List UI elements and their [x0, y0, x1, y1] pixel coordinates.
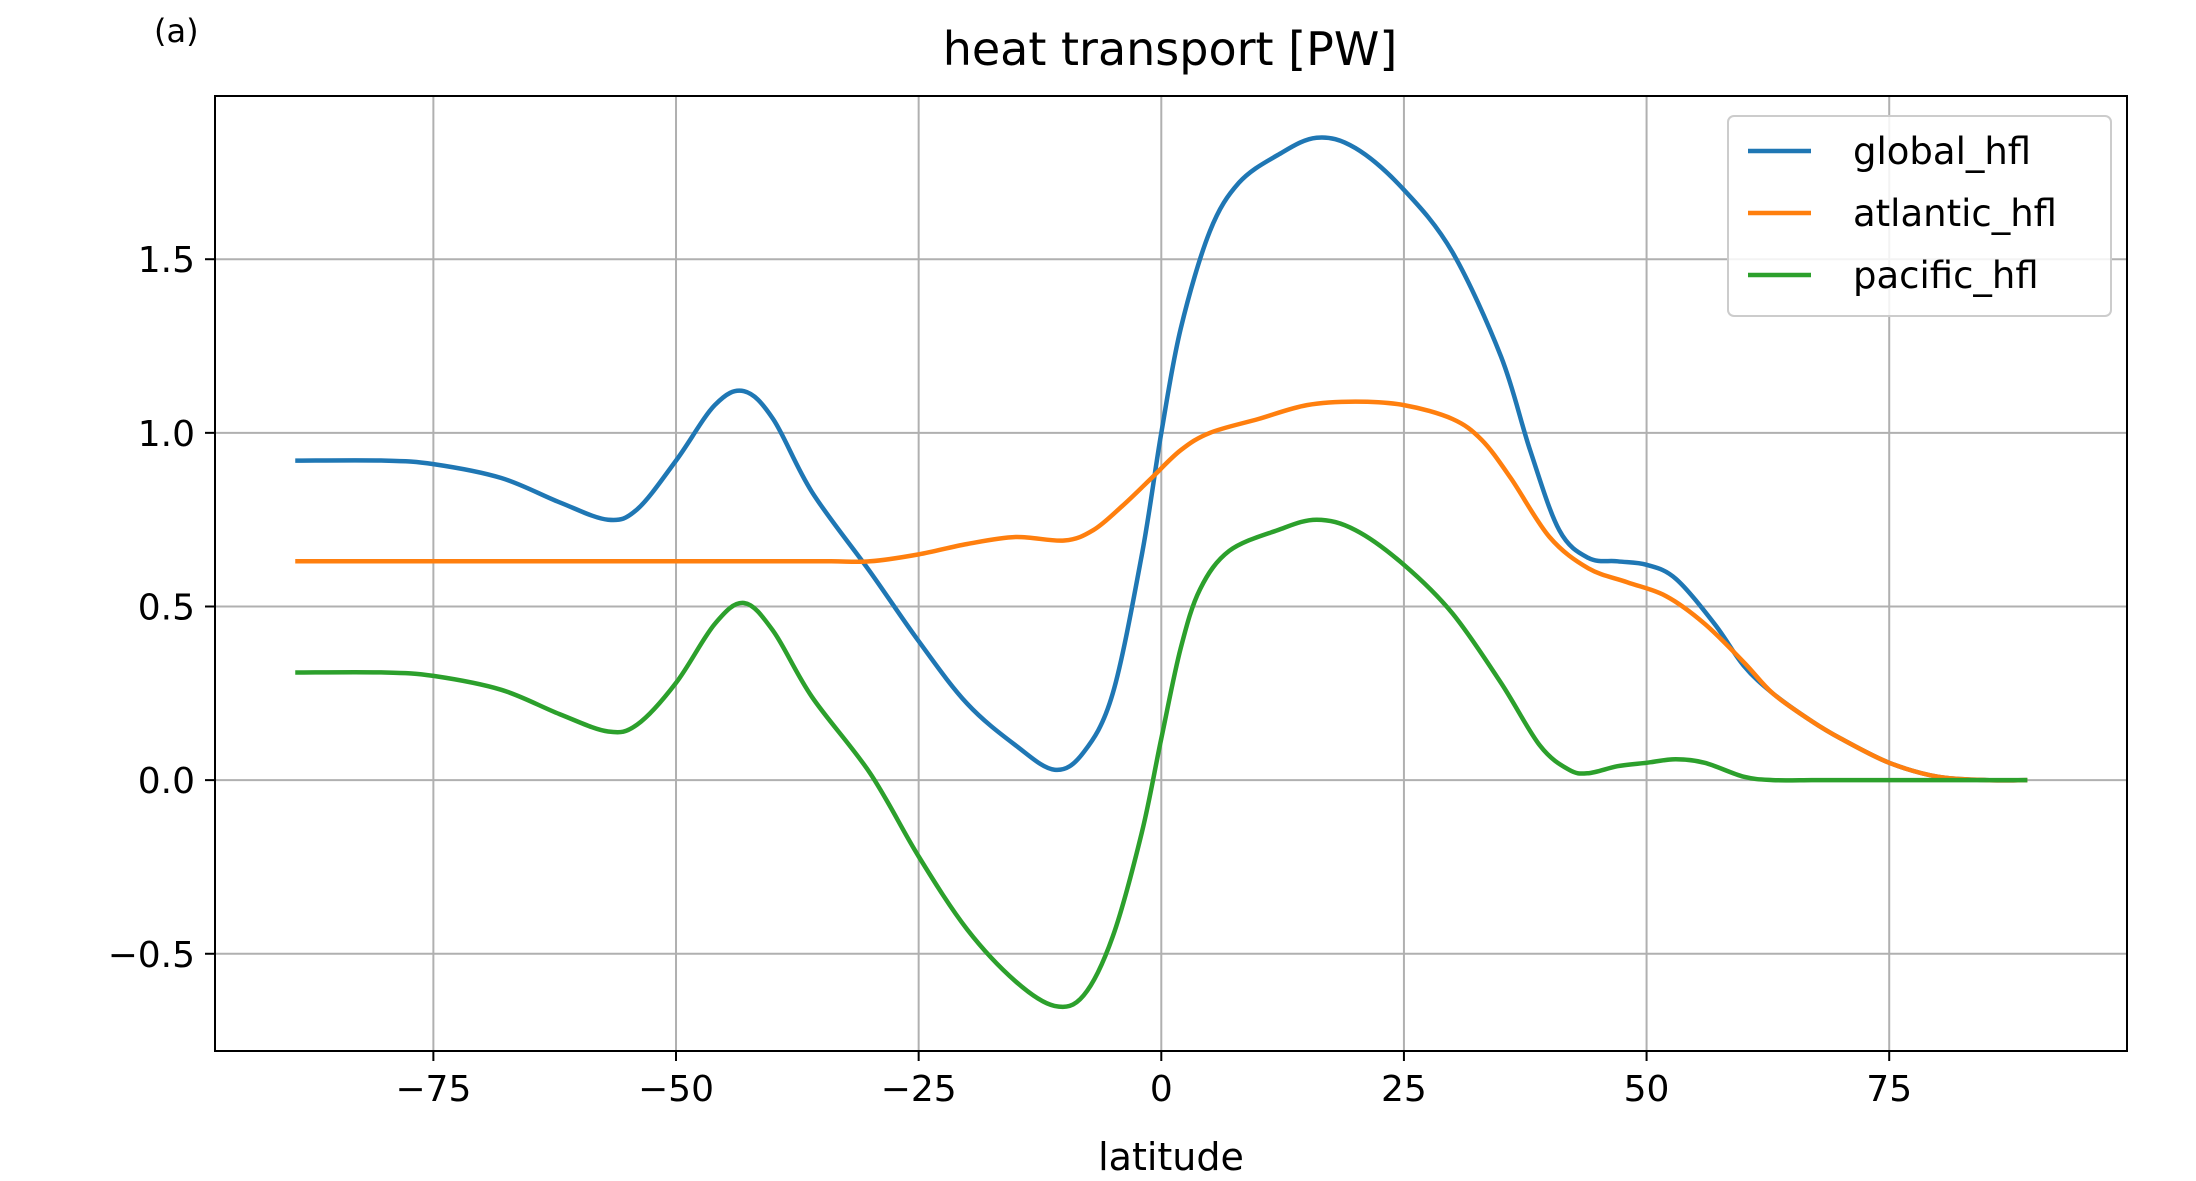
y-tick-label: 0.5 — [138, 587, 195, 628]
plot-frame — [214, 95, 2128, 1052]
axis-ticks: −75 −50 −25 0 25 50 75 −0.5 0.0 0.5 1.0 1.5 — [108, 240, 1913, 1110]
y-tick-label: −0.5 — [108, 935, 195, 976]
x-tick-label: −25 — [881, 1069, 957, 1110]
series-line-atlantic-hfl — [295, 399, 2028, 783]
x-tick-label: −75 — [395, 1069, 471, 1110]
x-tick-label: 75 — [1866, 1069, 1912, 1110]
chart-title: heat transport [PW] — [943, 22, 1398, 76]
x-tick-label: 25 — [1381, 1069, 1427, 1110]
legend-box — [1727, 115, 2112, 317]
legend-label: atlantic_hfl — [1853, 192, 2057, 235]
y-tick-label: 1.5 — [138, 240, 195, 281]
x-tick-label: 50 — [1624, 1069, 1670, 1110]
legend-label: global_hfl — [1853, 130, 2031, 173]
panel-label: (a) — [154, 12, 199, 50]
series-line-global-hfl — [295, 135, 2028, 783]
legend: global_hfl atlantic_hfl pacific_hfl — [1727, 115, 2112, 317]
x-axis-label: latitude — [1098, 1135, 1244, 1179]
legend-label: pacific_hfl — [1853, 254, 2039, 297]
data-lines — [295, 135, 2028, 1010]
grid — [215, 96, 2127, 1051]
y-tick-label: 0.0 — [138, 761, 195, 802]
series-line-pacific-hfl — [295, 517, 2028, 1010]
x-tick-label: 0 — [1150, 1069, 1173, 1110]
y-tick-label: 1.0 — [138, 414, 195, 455]
x-tick-label: −50 — [638, 1069, 714, 1110]
